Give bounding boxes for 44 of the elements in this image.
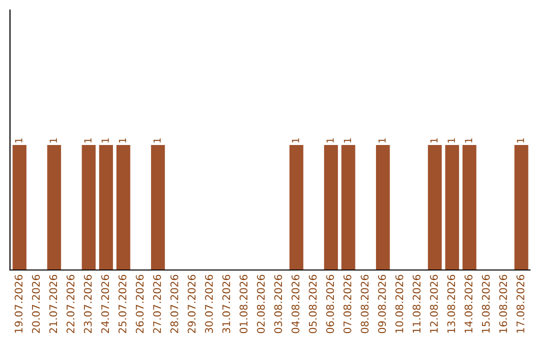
x-tick-label: 08.08.2026 bbox=[360, 274, 369, 334]
x-tick-label: 06.08.2026 bbox=[326, 274, 334, 334]
x-tick-label: 27.07.2026 bbox=[153, 274, 161, 334]
x-tick-label: 23.07.2026 bbox=[84, 274, 92, 334]
x-tick-label: 29.07.2026 bbox=[188, 274, 196, 334]
x-tick-label: 14.08.2026 bbox=[464, 274, 472, 333]
x-tick-label: 10.08.2026 bbox=[395, 274, 404, 333]
x-tick-label: 16.08.2026 bbox=[499, 274, 508, 333]
data-label: 1 bbox=[378, 138, 386, 143]
x-tick-label: 13.08.2026 bbox=[447, 274, 456, 333]
data-label: 1 bbox=[118, 138, 126, 143]
x-tick-label: 30.07.2026 bbox=[205, 274, 213, 334]
x-tick-label: 01.08.2026 bbox=[240, 274, 248, 334]
x-tick-label: 25.07.2026 bbox=[118, 274, 126, 334]
x-tick-label: 20.07.2026 bbox=[32, 274, 40, 334]
x-tick-label: 22.07.2026 bbox=[66, 274, 74, 334]
x-tick-label: 19.07.2026 bbox=[14, 274, 23, 333]
data-label: 1 bbox=[465, 138, 472, 143]
data-label: 1 bbox=[84, 138, 92, 143]
x-tick-label: 09.08.2026 bbox=[378, 274, 386, 334]
x-tick-label: 05.08.2026 bbox=[308, 274, 317, 334]
x-tick-label: 24.07.2026 bbox=[101, 274, 110, 334]
x-tick-label: 21.07.2026 bbox=[49, 274, 58, 334]
data-label: 1 bbox=[50, 138, 57, 143]
data-label: 1 bbox=[430, 138, 438, 143]
data-label: 1 bbox=[516, 138, 524, 143]
x-tick-label: 03.08.2026 bbox=[274, 274, 282, 334]
x-tick-label: 17.08.2026 bbox=[516, 274, 524, 333]
data-label: 1 bbox=[344, 138, 351, 143]
x-tick-label: 11.08.2026 bbox=[412, 274, 421, 333]
data-label: 1 bbox=[154, 138, 161, 143]
x-tick-label: 07.08.2026 bbox=[343, 274, 352, 334]
x-tick-label: 31.07.2026 bbox=[222, 274, 230, 334]
data-label: 1 bbox=[102, 138, 109, 143]
data-label: 1 bbox=[292, 138, 300, 143]
data-label: 1 bbox=[15, 138, 22, 143]
x-tick-label: 26.07.2026 bbox=[136, 274, 144, 334]
x-tick-label: 12.08.2026 bbox=[430, 274, 438, 333]
data-label: 1 bbox=[448, 138, 455, 143]
data-label: 1 bbox=[326, 138, 334, 143]
x-tick-label: 04.08.2026 bbox=[292, 274, 300, 334]
x-tick-label: 15.08.2026 bbox=[482, 274, 490, 333]
x-tick-label: 02.08.2026 bbox=[256, 274, 265, 334]
x-tick-label: 28.07.2026 bbox=[170, 274, 178, 334]
